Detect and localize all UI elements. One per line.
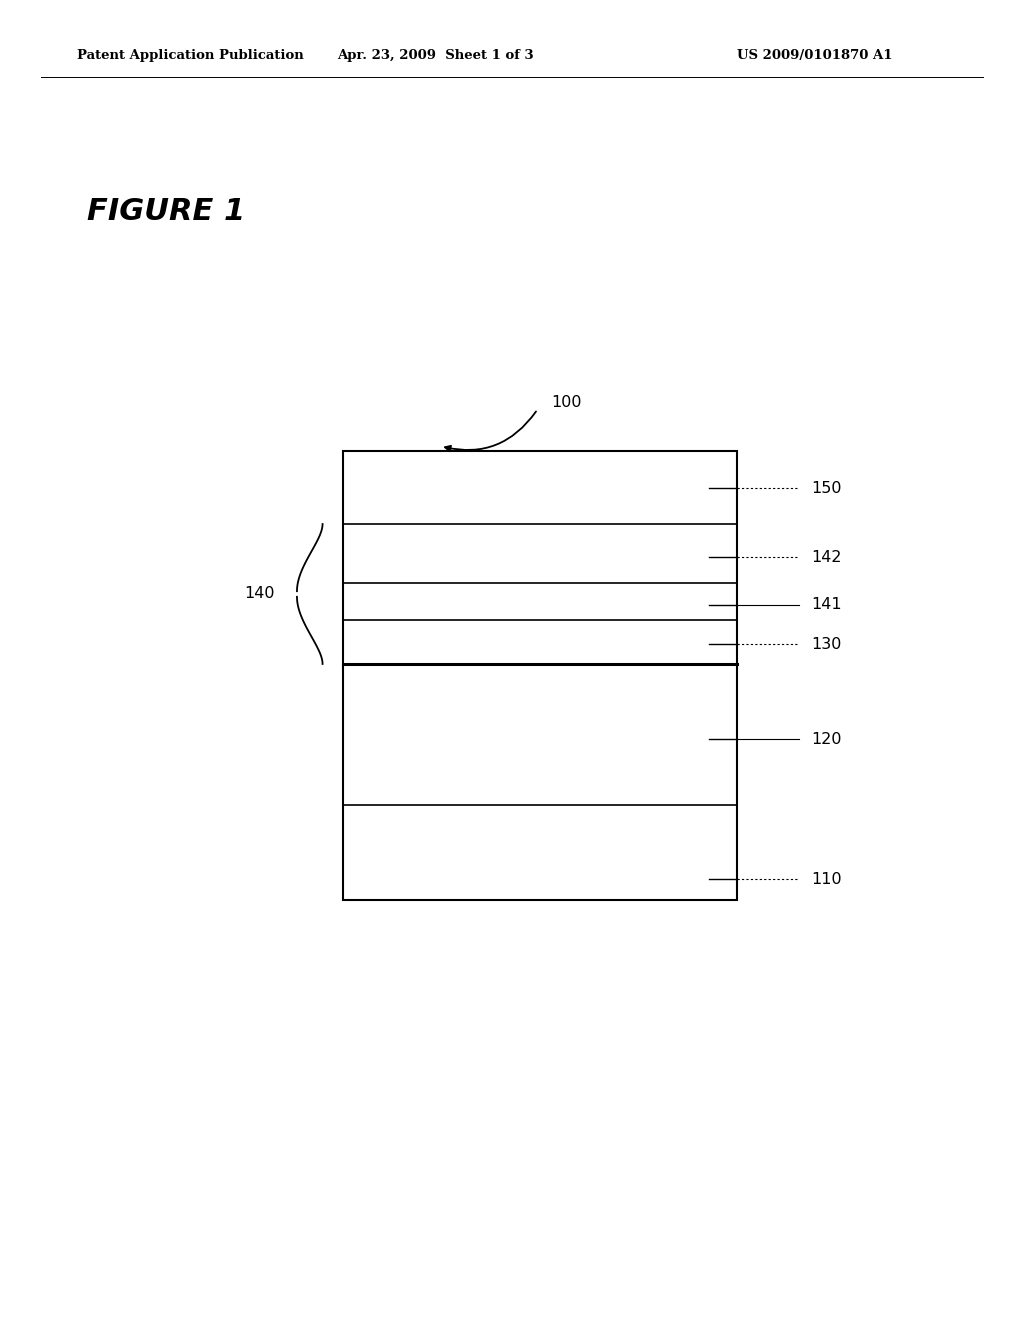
Text: 110: 110 <box>811 871 842 887</box>
Text: 100: 100 <box>551 395 582 411</box>
Text: 130: 130 <box>811 636 842 652</box>
Text: FIGURE 1: FIGURE 1 <box>87 197 246 226</box>
Text: Patent Application Publication: Patent Application Publication <box>77 49 303 62</box>
Text: 141: 141 <box>811 597 842 612</box>
Text: Apr. 23, 2009  Sheet 1 of 3: Apr. 23, 2009 Sheet 1 of 3 <box>337 49 534 62</box>
Text: 150: 150 <box>811 480 842 496</box>
Text: US 2009/0101870 A1: US 2009/0101870 A1 <box>737 49 893 62</box>
Text: 120: 120 <box>811 731 842 747</box>
Text: 142: 142 <box>811 549 842 565</box>
Bar <box>343 451 737 900</box>
Text: 140: 140 <box>244 586 274 602</box>
